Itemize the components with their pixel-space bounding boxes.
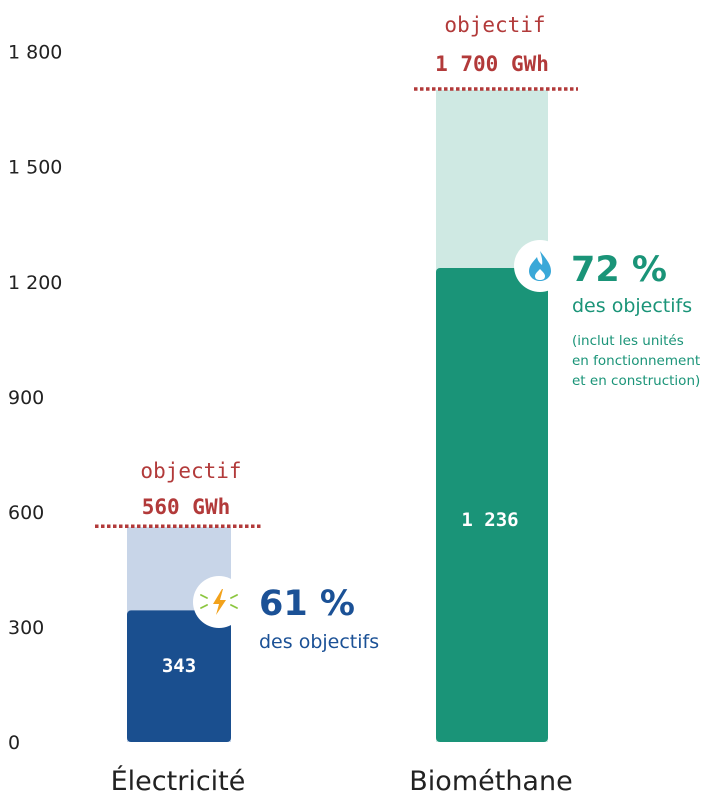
lightning-icon [193,576,245,628]
biomethane-note-line: en fonctionnement [572,353,700,369]
y-tick-label: 1 500 [8,157,62,179]
electricite-objective-word: objectif [140,459,241,483]
y-axis: 0 300 600 900 1 200 1 500 1 800 [8,42,62,754]
biomethane-bar [436,268,548,742]
y-tick-label: 1 200 [8,272,62,294]
y-tick-label: 300 [8,617,44,639]
electricite-percent-caption: des objectifs [259,631,379,653]
y-tick-label: 0 [8,732,20,754]
electricite-bar [127,610,231,742]
electricite-objective-value: 560 GWh [142,495,231,519]
category-biomethane: objectif 1 700 GWh 1 236 72 % des object… [409,13,700,797]
biomethane-percent: 72 % [571,250,667,290]
x-tick-biomethane: Biométhane [409,766,572,797]
biomethane-objective-value: 1 700 GWh [435,52,549,76]
flame-icon [514,240,566,292]
y-tick-label: 900 [8,387,44,409]
x-tick-electricite: Électricité [111,765,246,797]
biomethane-objective-word: objectif [444,13,545,37]
biomethane-percent-caption: des objectifs [572,295,692,317]
biomethane-note-line: et en construction) [572,373,700,389]
y-tick-label: 1 800 [8,42,62,64]
electricite-percent: 61 % [259,584,355,624]
electricite-bar-label: 343 [162,655,196,677]
biomethane-bar-label: 1 236 [461,509,518,531]
category-electricite: objectif 560 GWh 343 61 % des objectifs … [95,459,379,797]
y-tick-label: 600 [8,502,44,524]
biomethane-note-line: (inclut les unités [572,333,684,349]
